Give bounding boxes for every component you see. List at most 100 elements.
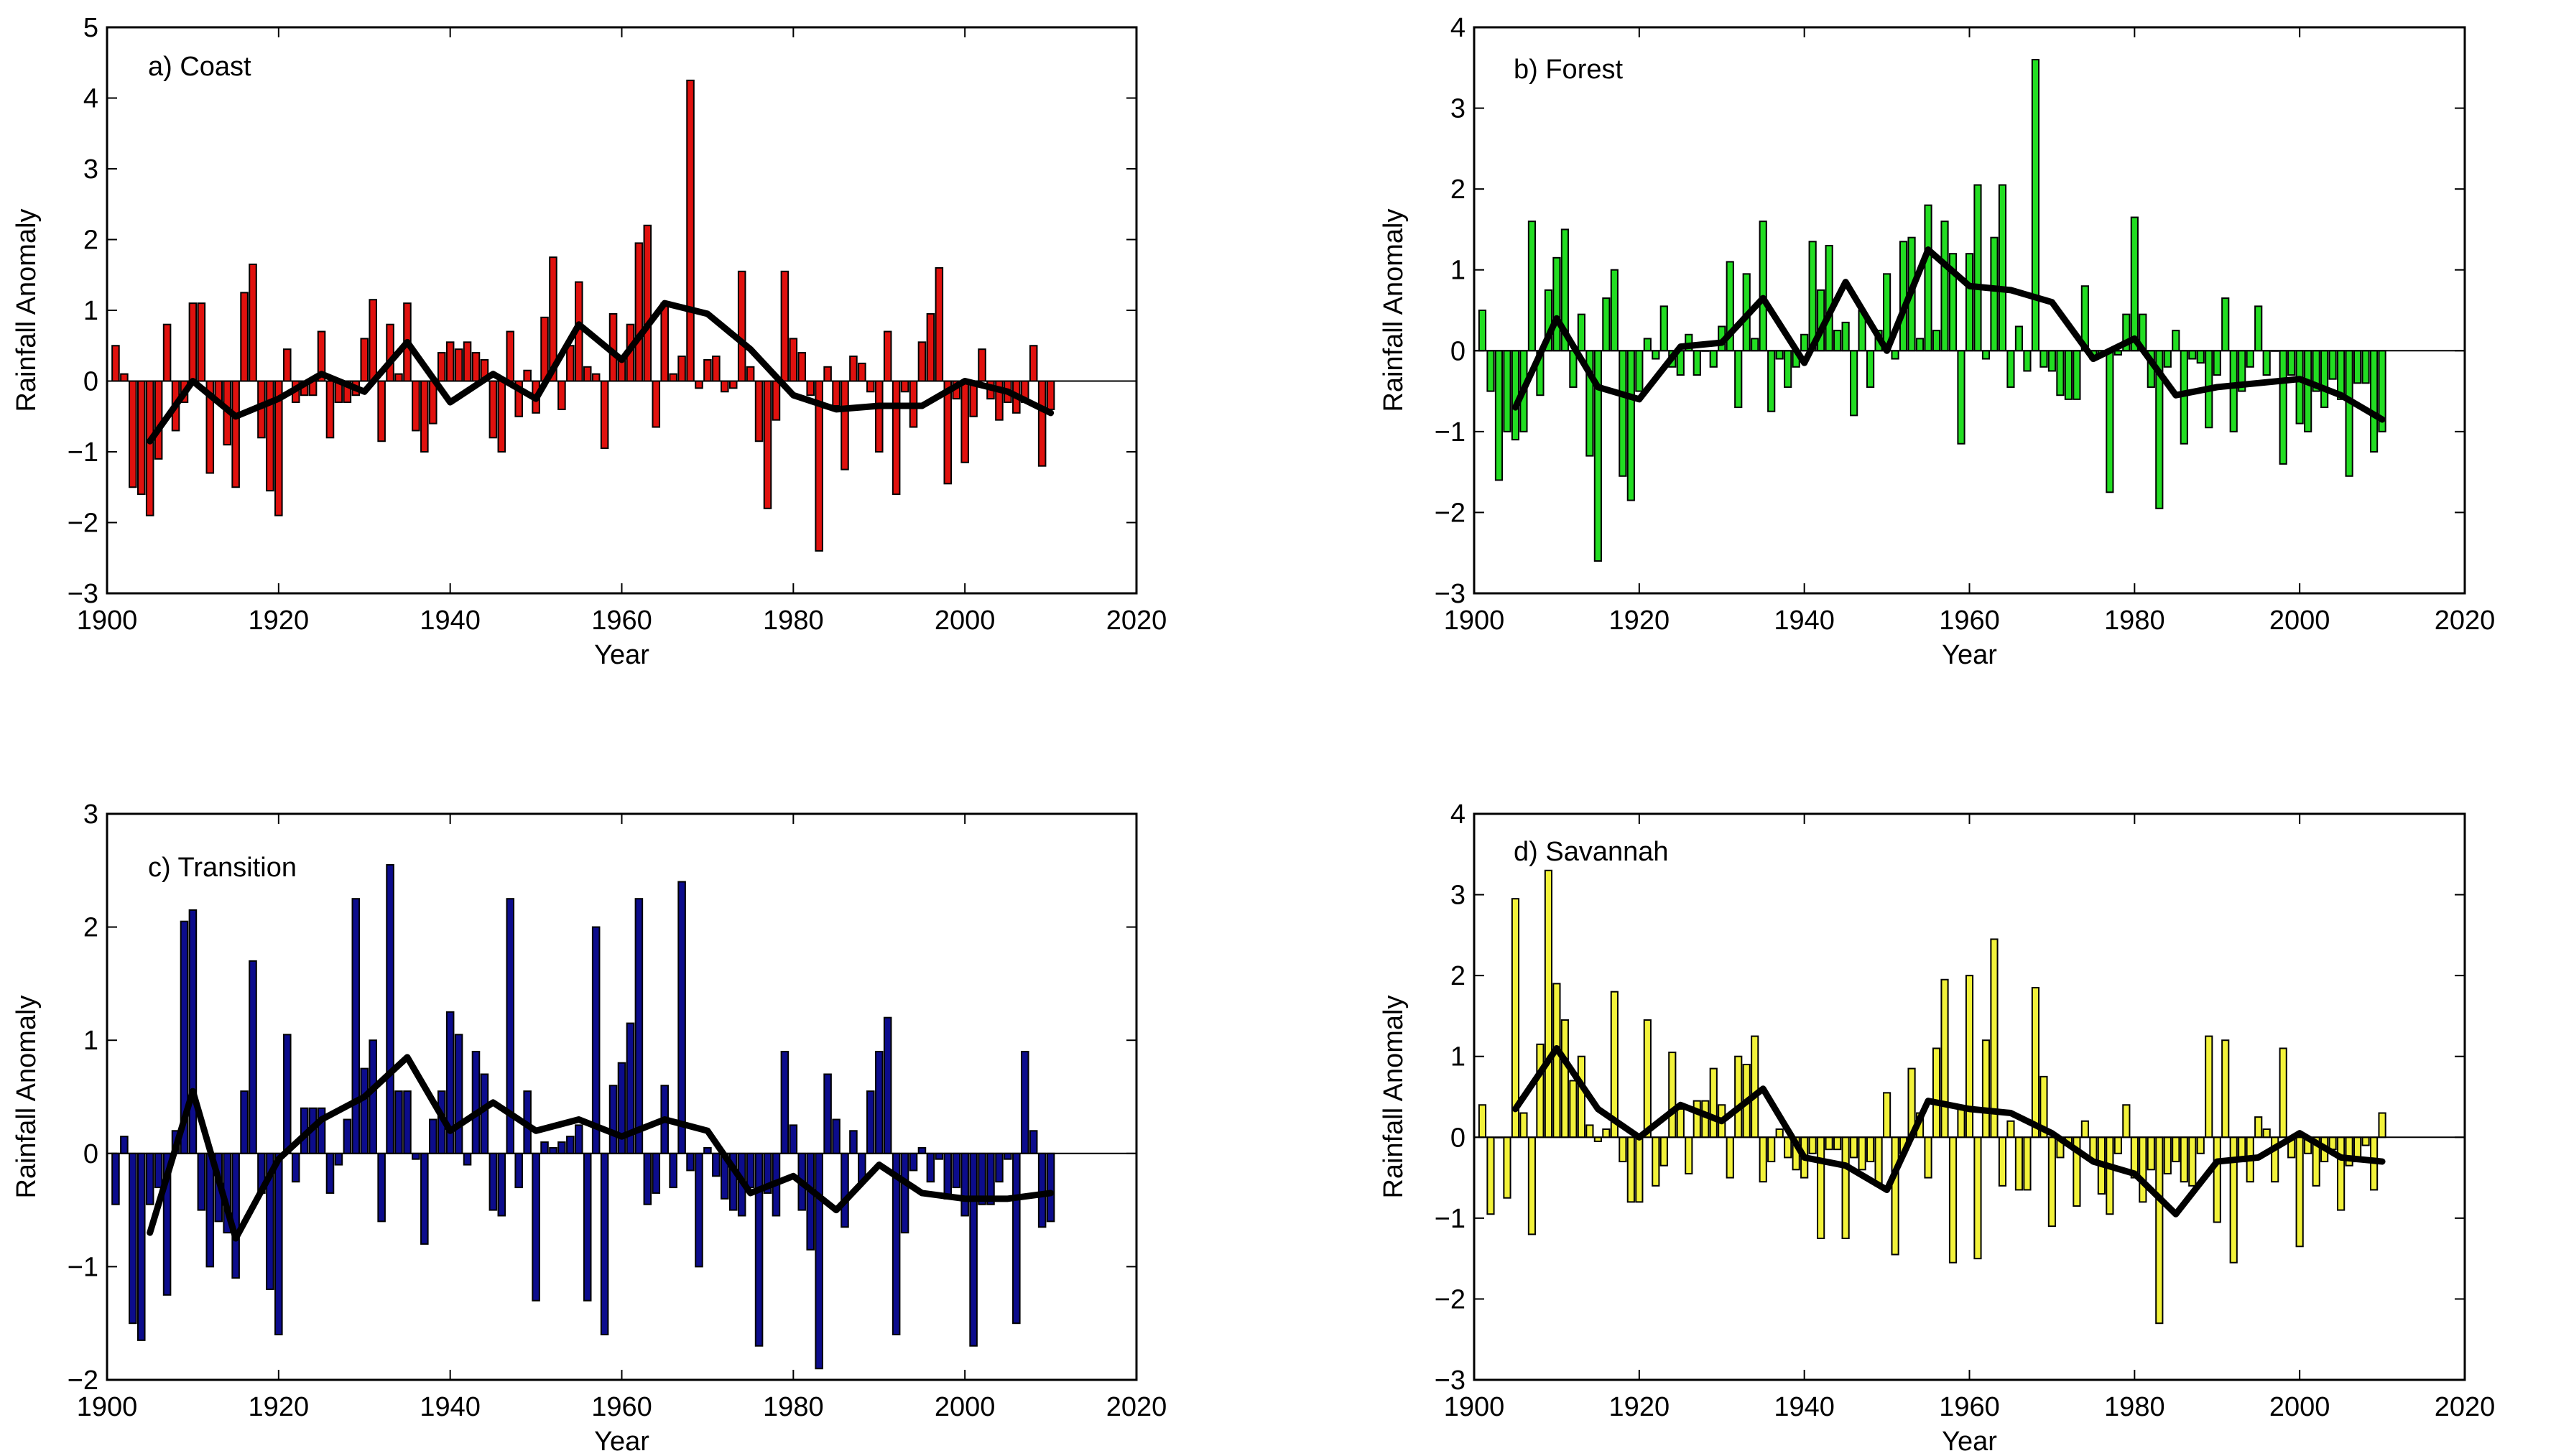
- bar: [360, 1067, 369, 1154]
- bar: [677, 881, 686, 1154]
- bar: [2023, 1136, 2032, 1191]
- bar: [1990, 938, 1999, 1139]
- bar: [2023, 350, 2032, 372]
- x-tick-label: 2020: [2435, 1392, 2496, 1422]
- bar: [1817, 1136, 1825, 1240]
- bar: [1693, 350, 1701, 376]
- bar: [1020, 1050, 1029, 1154]
- bar: [600, 380, 609, 450]
- bar: [2254, 305, 2263, 352]
- bar: [1734, 350, 1743, 409]
- y-axis-label: Rainfall Anomaly: [1379, 995, 1409, 1198]
- x-axis-label: Year: [594, 1427, 649, 1456]
- bar: [1478, 1104, 1487, 1139]
- panel-coast: 1900 1920 1940 1960 1980 2000 2020 −3 −2 −1 0 1 2 3 4 5…: [11, 13, 1167, 670]
- bar: [557, 380, 566, 410]
- bar: [1940, 978, 1949, 1139]
- bar: [136, 380, 146, 496]
- bar: [1751, 1035, 1759, 1139]
- bar: [926, 1152, 935, 1183]
- bar: [943, 380, 953, 485]
- bar: [978, 348, 986, 382]
- bar: [1990, 236, 1999, 352]
- bar: [283, 348, 292, 382]
- bar: [1626, 1136, 1635, 1203]
- bar: [1924, 1136, 1932, 1179]
- bar: [917, 341, 927, 382]
- bar: [2196, 1136, 2205, 1154]
- bar: [1527, 1136, 1537, 1235]
- bar: [1494, 350, 1504, 481]
- panel-transition: 1900 1920 1940 1960 1980 2000 2020 −2 −1 0 1 2 3 Year…: [11, 799, 1167, 1456]
- x-tick-label: 1960: [1939, 606, 2000, 636]
- x-tick-label: 1900: [1444, 1392, 1505, 1422]
- bar: [935, 266, 944, 382]
- bar: [2369, 350, 2379, 453]
- y-tick-label: 1: [83, 1026, 98, 1056]
- bar: [2295, 350, 2304, 425]
- bar: [2056, 350, 2065, 397]
- bar: [1784, 350, 1792, 388]
- y-tick-label: −2: [68, 1365, 98, 1396]
- bar: [549, 1146, 557, 1154]
- bar: [1751, 338, 1759, 352]
- bar: [1585, 1124, 1594, 1139]
- bar: [1652, 1136, 1660, 1187]
- x-tick-label: 1980: [2104, 606, 2165, 636]
- bar: [643, 224, 652, 382]
- x-tick-label: 1940: [420, 1392, 481, 1422]
- y-axis-label: Rainfall Anomaly: [11, 995, 42, 1198]
- bar: [2163, 1136, 2172, 1174]
- y-tick-label: 2: [1450, 961, 1465, 991]
- bar: [497, 380, 506, 453]
- bar: [1726, 1136, 1734, 1179]
- bar: [2279, 1047, 2287, 1139]
- bar: [377, 380, 386, 442]
- bar: [2014, 1136, 2024, 1191]
- bar: [205, 1152, 215, 1268]
- bar: [1046, 380, 1055, 410]
- bar: [841, 380, 849, 470]
- bar: [669, 1152, 677, 1189]
- bar: [120, 1136, 129, 1154]
- bar: [1775, 350, 1784, 360]
- bar: [2361, 350, 2370, 384]
- bar: [789, 1124, 798, 1154]
- y-tick-label: 2: [83, 913, 98, 943]
- bar: [1503, 1136, 1511, 1199]
- bar: [2188, 350, 2197, 360]
- x-tick-label: 1940: [1774, 606, 1835, 636]
- bar: [652, 380, 661, 428]
- x-tick-label: 1900: [1444, 606, 1505, 636]
- bar-series: [111, 79, 1055, 552]
- bar: [454, 348, 463, 382]
- bar: [1012, 1152, 1021, 1325]
- bar: [1552, 256, 1561, 352]
- bar: [1635, 1136, 1644, 1203]
- bar: [437, 352, 446, 382]
- bar: [1858, 1136, 1866, 1171]
- bar: [832, 380, 841, 407]
- bar: [1037, 380, 1047, 467]
- bar: [995, 1152, 1004, 1183]
- bar: [841, 1152, 849, 1228]
- bar: [1610, 269, 1619, 352]
- x-tick-label: 1920: [249, 606, 310, 636]
- bar: [2039, 350, 2048, 368]
- bar: [1767, 1136, 1776, 1163]
- y-tick-label: −3: [1435, 579, 1465, 609]
- bar: [1577, 313, 1585, 352]
- bar: [900, 1152, 909, 1234]
- bar: [369, 1039, 377, 1154]
- bar: [2130, 216, 2139, 352]
- bar: [1759, 221, 1767, 352]
- smoothed-line: [147, 1054, 1055, 1242]
- y-tick-label: −2: [68, 509, 98, 539]
- bar: [420, 380, 429, 453]
- bar: [266, 380, 274, 492]
- bar: [2254, 1116, 2263, 1139]
- bar: [583, 366, 592, 382]
- bar: [1957, 1108, 1965, 1139]
- bar: [712, 356, 721, 382]
- x-tick-label: 2020: [2435, 606, 2496, 636]
